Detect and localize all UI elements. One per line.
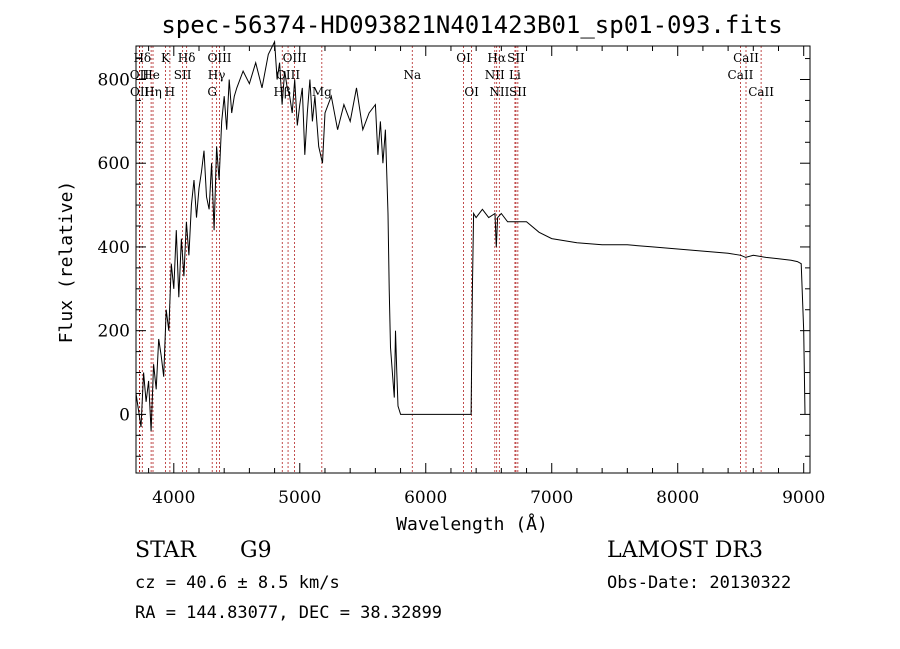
redshift-cz: cz = 40.6 ± 8.5 km/s <box>135 573 340 593</box>
emission-line-label: OIII <box>283 51 307 65</box>
object-class: STAR <box>135 538 196 563</box>
emission-line-label: Hα <box>487 51 506 65</box>
y-tick-label: 200 <box>98 322 130 342</box>
emission-line-label: OIII <box>207 51 231 65</box>
x-axis-ticks: 4000 5000 6000 7000 8000 9000 <box>148 46 825 508</box>
emission-line-label: CaII <box>748 85 774 99</box>
emission-line-label: K <box>161 51 171 65</box>
x-tick-label: 8000 <box>656 488 699 508</box>
emission-line-label: He <box>142 68 160 82</box>
emission-line-label: CaII <box>733 51 759 65</box>
emission-line-label: SII <box>507 51 525 65</box>
emission-line-label: SII <box>509 85 527 99</box>
emission-line-label: G <box>207 85 217 99</box>
x-axis-label: Wavelength (Å) <box>396 513 548 535</box>
y-tick-label: 0 <box>119 405 130 425</box>
emission-line-label: OII <box>130 68 150 82</box>
emission-line-label: Hδ <box>133 51 151 65</box>
observation-date: Obs-Date: 20130322 <box>607 573 792 593</box>
survey-name: LAMOST DR3 <box>607 538 763 563</box>
emission-line-label: SII <box>174 68 192 82</box>
emission-line-label: NII <box>485 68 505 82</box>
emission-line-label: NII <box>489 85 509 99</box>
emission-line-label: Hγ <box>208 68 226 82</box>
emission-line-label: H <box>165 85 175 99</box>
emission-line-label: OI <box>456 51 471 65</box>
emission-line-label: OI <box>464 85 479 99</box>
y-tick-label: 400 <box>98 238 130 258</box>
y-tick-label: 800 <box>98 70 130 90</box>
emission-line-label: OIII <box>276 68 300 82</box>
x-tick-label: 5000 <box>278 488 321 508</box>
spectrum-line <box>135 39 806 432</box>
emission-line-label: Li <box>509 68 521 82</box>
x-tick-label: 4000 <box>152 488 195 508</box>
y-tick-label: 600 <box>98 154 130 174</box>
chart-title: spec-56374-HD093821N401423B01_sp01-093.f… <box>161 11 782 39</box>
emission-line-label: OII <box>130 85 150 99</box>
coordinates: RA = 144.83077, DEC = 38.32899 <box>135 603 443 623</box>
object-subclass: G9 <box>240 538 272 563</box>
emission-line-label: Hβ <box>274 85 291 99</box>
x-tick-label: 9000 <box>782 488 825 508</box>
plot-frame <box>135 45 811 474</box>
emission-line-label: CaII <box>728 68 754 82</box>
emission-line-label: Hδ <box>178 51 196 65</box>
emission-line-label: Na <box>403 68 421 82</box>
y-axis-ticks: 0 200 400 600 800 <box>98 58 810 457</box>
x-tick-label: 6000 <box>404 488 447 508</box>
y-axis-label: Flux (relative) <box>56 181 77 344</box>
emission-line-label: Mg <box>312 85 332 99</box>
x-tick-label: 7000 <box>530 488 573 508</box>
emission-line-label: Hη <box>144 85 162 99</box>
